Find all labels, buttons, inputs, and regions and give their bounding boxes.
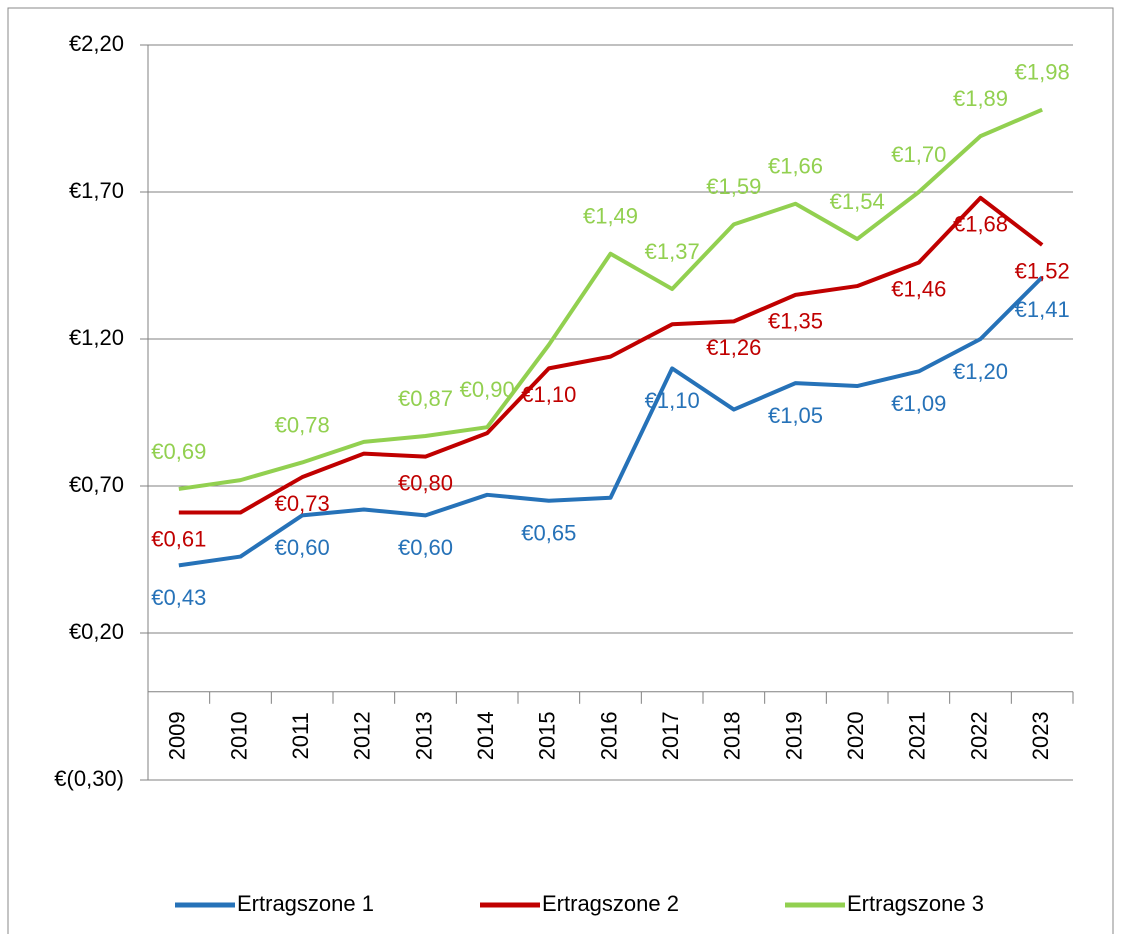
data-label: €0,60 xyxy=(398,535,453,560)
y-tick-label: €(0,30) xyxy=(54,766,124,791)
x-tick-label: 2019 xyxy=(781,711,806,760)
series-line xyxy=(178,275,1044,568)
x-tick-label: 2020 xyxy=(843,711,868,760)
data-label: €1,49 xyxy=(583,204,638,229)
y-tick-label: €0,20 xyxy=(69,619,124,644)
data-label: €0,90 xyxy=(460,377,515,402)
y-tick-label: €0,70 xyxy=(69,472,124,497)
data-label: €1,54 xyxy=(830,189,885,214)
data-label: €0,73 xyxy=(275,491,330,516)
data-label: €1,37 xyxy=(645,239,700,264)
data-label: €1,35 xyxy=(768,309,823,334)
x-tick-label: 2013 xyxy=(411,711,436,760)
data-label: €1,70 xyxy=(891,142,946,167)
data-label: €0,65 xyxy=(521,521,576,546)
y-tick-label: €1,70 xyxy=(69,178,124,203)
data-label: €1,10 xyxy=(645,388,700,413)
data-label: €1,66 xyxy=(768,154,823,179)
x-tick-label: 2021 xyxy=(905,711,930,760)
data-label: €1,26 xyxy=(706,335,761,360)
series-line xyxy=(178,107,1043,491)
legend-label: Ertragszone 1 xyxy=(237,891,374,916)
data-label: €0,87 xyxy=(398,386,453,411)
x-tick-label: 2012 xyxy=(350,711,375,760)
x-tick-label: 2017 xyxy=(658,711,683,760)
data-label: €1,10 xyxy=(521,382,576,407)
data-label: €1,09 xyxy=(891,391,946,416)
legend-label: Ertragszone 3 xyxy=(847,891,984,916)
x-tick-label: 2009 xyxy=(165,711,190,760)
x-tick-label: 2011 xyxy=(288,712,313,759)
x-tick-label: 2023 xyxy=(1028,711,1053,760)
legend-label: Ertragszone 2 xyxy=(542,891,679,916)
chart-frame xyxy=(7,7,1114,934)
x-tick-label: 2022 xyxy=(966,711,991,760)
data-label: €1,89 xyxy=(953,86,1008,111)
data-label: €1,41 xyxy=(1015,297,1070,322)
x-tick-label: 2018 xyxy=(720,711,745,760)
data-label: €1,68 xyxy=(953,212,1008,237)
y-tick-label: €1,20 xyxy=(69,325,124,350)
x-tick-label: 2016 xyxy=(596,711,621,760)
data-label: €0,61 xyxy=(151,526,206,551)
data-label: €0,60 xyxy=(275,535,330,560)
data-label: €1,46 xyxy=(891,276,946,301)
data-label: €1,59 xyxy=(706,174,761,199)
data-label: €1,98 xyxy=(1015,59,1070,84)
series-line xyxy=(178,195,1044,515)
data-label: €1,52 xyxy=(1015,259,1070,284)
data-label: €0,43 xyxy=(151,585,206,610)
x-tick-label: 2014 xyxy=(473,711,498,760)
data-label: €0,69 xyxy=(151,439,206,464)
x-tick-label: 2015 xyxy=(535,711,560,760)
data-label: €1,05 xyxy=(768,403,823,428)
y-tick-label: €2,20 xyxy=(69,31,124,56)
x-tick-label: 2010 xyxy=(226,711,251,760)
data-label: €0,80 xyxy=(398,470,453,495)
data-label: €1,20 xyxy=(953,359,1008,384)
data-label: €0,78 xyxy=(275,412,330,437)
